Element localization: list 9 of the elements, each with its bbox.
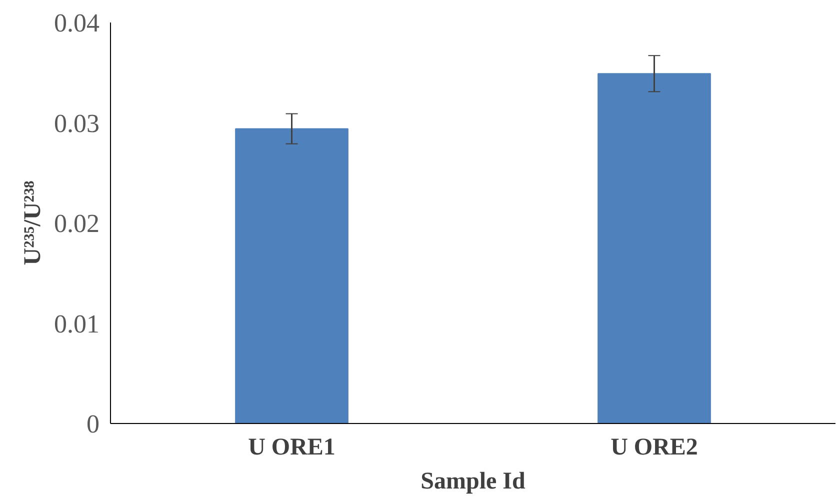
y-tick-label: 0.01 — [54, 309, 100, 338]
y-tick-label: 0.03 — [54, 108, 100, 138]
y-tick-label: 0.04 — [54, 8, 100, 38]
x-axis-title: Sample Id — [420, 468, 526, 494]
y-tick-label: 0 — [86, 410, 100, 438]
y-tick-label: 0.02 — [54, 209, 100, 238]
x-tick-label: U ORE1 — [248, 434, 336, 460]
x-tick-label: U ORE2 — [610, 434, 698, 460]
y-axis-title: U²³⁵/U²³⁸ — [20, 180, 46, 266]
